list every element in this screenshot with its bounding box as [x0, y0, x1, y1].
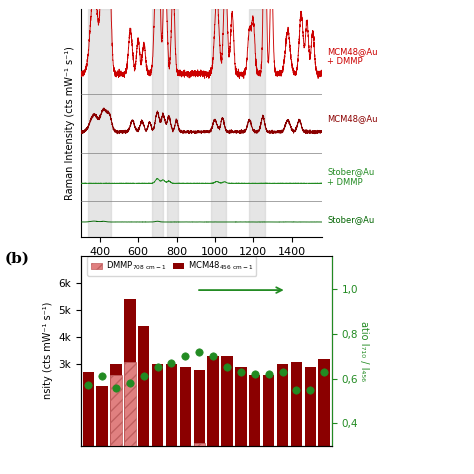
Bar: [110, 375, 122, 446]
Bar: [96, 386, 108, 446]
Point: [279, 368, 286, 376]
Bar: [166, 365, 177, 446]
Point: [265, 370, 273, 378]
Point: [168, 359, 175, 367]
Bar: [180, 367, 191, 446]
Bar: [221, 356, 233, 446]
Bar: [249, 9, 265, 237]
Bar: [82, 373, 94, 446]
Point: [112, 384, 120, 392]
Text: MCM48@Au
+ DMMP: MCM48@Au + DMMP: [327, 47, 378, 66]
Bar: [167, 9, 178, 237]
Point: [140, 373, 147, 380]
Text: Stober@Au: Stober@Au: [327, 215, 374, 224]
Bar: [211, 9, 227, 237]
Point: [98, 373, 106, 380]
Point: [84, 382, 92, 389]
Bar: [124, 362, 136, 446]
Bar: [277, 365, 288, 446]
Y-axis label: nsity (cts mW⁻¹ s⁻¹): nsity (cts mW⁻¹ s⁻¹): [43, 302, 53, 400]
Y-axis label: atio I₇₁₀ / I₄₅₆: atio I₇₁₀ / I₄₅₆: [359, 321, 369, 381]
Bar: [305, 367, 316, 446]
Bar: [138, 327, 149, 446]
Point: [182, 353, 189, 360]
Bar: [319, 359, 330, 446]
Bar: [193, 443, 205, 446]
Bar: [249, 375, 260, 446]
Bar: [291, 362, 302, 446]
Text: Stober@Au
+ DMMP: Stober@Au + DMMP: [327, 167, 374, 187]
Point: [223, 364, 231, 371]
Point: [237, 368, 245, 376]
Text: (b): (b): [5, 251, 30, 265]
Bar: [208, 356, 219, 446]
Point: [292, 386, 300, 393]
Point: [251, 370, 258, 378]
X-axis label: Raman Shift (cm⁻¹): Raman Shift (cm⁻¹): [147, 262, 255, 272]
Legend: DMMP$_{708\ \mathregular{cm-1}}$, MCM48$_{456\ \mathregular{cm-1}}$: DMMP$_{708\ \mathregular{cm-1}}$, MCM48$…: [87, 256, 256, 275]
Point: [154, 364, 162, 371]
Bar: [263, 375, 274, 446]
Bar: [152, 9, 163, 237]
Bar: [124, 299, 136, 446]
Text: MCM48@Au: MCM48@Au: [327, 114, 378, 123]
Point: [320, 368, 328, 376]
Bar: [110, 365, 122, 446]
Bar: [235, 367, 246, 446]
Point: [307, 386, 314, 393]
Point: [195, 348, 203, 356]
Point: [210, 353, 217, 360]
Y-axis label: Raman Intensity (cts mW⁻¹ s⁻¹): Raman Intensity (cts mW⁻¹ s⁻¹): [65, 46, 75, 200]
Bar: [193, 370, 205, 446]
Point: [126, 379, 134, 387]
Bar: [88, 9, 111, 237]
Bar: [152, 365, 164, 446]
